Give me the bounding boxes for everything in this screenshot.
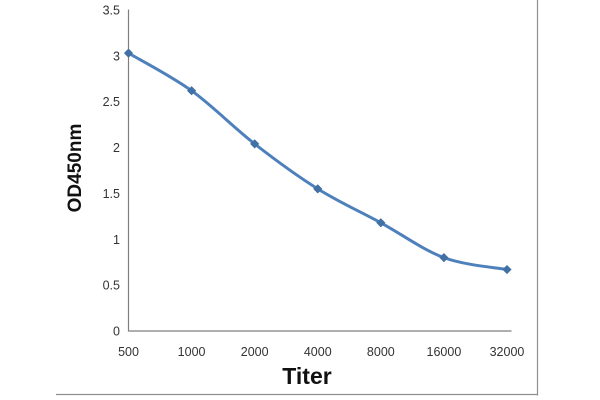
data-point-marker	[439, 253, 449, 263]
y-axis-ticks: 0 0.5 1 1.5 2 2.5 3 3.5	[103, 4, 120, 339]
data-point-marker	[313, 184, 323, 194]
y-tick-label: 2	[113, 141, 120, 155]
y-axis-title: OD450nm	[65, 124, 86, 213]
x-axis-title: Titer	[282, 363, 331, 389]
y-tick-label: 0.5	[103, 279, 120, 293]
y-tick-label: 1	[113, 233, 120, 247]
x-tick-label: 16000	[427, 345, 462, 359]
x-tick-label: 2000	[241, 345, 269, 359]
data-point-markers	[123, 48, 512, 275]
y-tick-label: 0	[113, 325, 120, 339]
data-point-marker	[376, 218, 386, 228]
y-tick-label: 2.5	[103, 95, 120, 109]
data-point-marker	[123, 48, 134, 58]
x-tick-label: 1000	[178, 345, 206, 359]
y-tick-label: 3	[113, 49, 120, 63]
y-tick-label: 3.5	[103, 4, 120, 18]
x-tick-label: 4000	[304, 345, 332, 359]
x-tick-label: 8000	[367, 345, 395, 359]
x-tick-label: 32000	[490, 345, 525, 359]
data-series-line	[127, 51, 509, 272]
x-tick-label: 500	[118, 345, 139, 359]
y-tick-label: 1.5	[103, 187, 120, 201]
data-point-marker	[502, 264, 512, 275]
data-point-marker	[250, 139, 260, 149]
x-axis-ticks: 500 1000 2000 4000 8000 16000 32000	[118, 345, 524, 359]
data-point-marker	[186, 86, 197, 96]
